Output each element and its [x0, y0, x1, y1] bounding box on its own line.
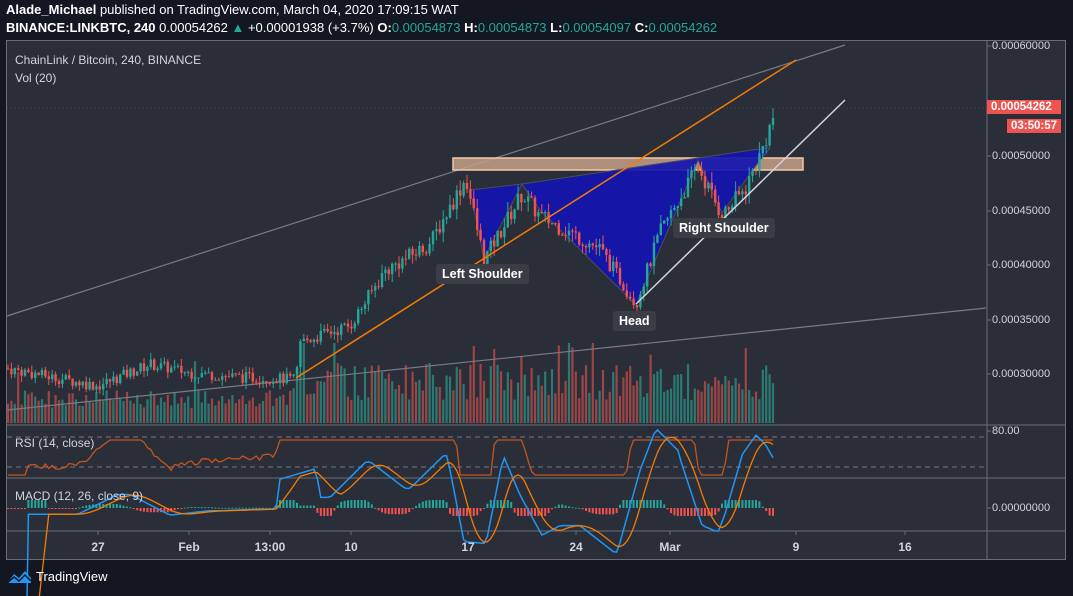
open-label: O: — [377, 20, 392, 35]
chart-container[interactable] — [6, 40, 1066, 560]
time-axis-label: 10 — [344, 540, 358, 554]
macd-indicator-label[interactable]: MACD (12, 26, close, 9) — [15, 489, 144, 503]
tradingview-logo[interactable]: TradingView — [6, 568, 108, 584]
time-axis-label: 17 — [461, 540, 475, 554]
time-axis-label: Feb — [178, 540, 200, 554]
time-axis-label: 16 — [898, 540, 912, 554]
time-axis-label: 9 — [792, 540, 800, 554]
white-support-line — [635, 99, 846, 305]
time-axis-label: 27 — [91, 540, 105, 554]
brand-name: TradingView — [36, 568, 108, 584]
price-axis-label: 0.00035000 — [992, 314, 1051, 326]
volume-bars — [6, 343, 775, 423]
price-change: +0.00001938 (+3.7%) — [247, 20, 374, 35]
rsi-axis-label: 80.00 — [992, 425, 1020, 437]
volume-indicator-label[interactable]: Vol (20) — [15, 71, 57, 85]
candlesticks — [6, 108, 775, 396]
time-axis-label: 24 — [569, 540, 583, 554]
bar-countdown-tag: 03:50:57 — [1007, 119, 1062, 133]
low-value: 0.00054097 — [562, 20, 632, 35]
head-label: Head — [613, 311, 656, 331]
time-axis-label: Mar — [659, 540, 681, 554]
close-value: 0.00054262 — [648, 20, 718, 35]
orange-trendline — [295, 59, 797, 379]
rsi-indicator-label[interactable]: RSI (14, close) — [15, 436, 95, 450]
high-label: H: — [464, 20, 478, 35]
publish-text: published on TradingView.com, March 04, … — [96, 2, 459, 17]
high-value: 0.00054873 — [477, 20, 547, 35]
channel-lower-line — [6, 307, 987, 411]
macd-histogram — [7, 500, 774, 516]
close-label: C: — [634, 20, 649, 35]
up-triangle-icon: ▲ — [231, 20, 245, 35]
chart-title: ChainLink / Bitcoin, 240, BINANCE — [15, 53, 202, 67]
macd-axis-label: 0.00000000 — [992, 502, 1051, 514]
price-axis-label: 0.00040000 — [992, 259, 1051, 271]
time-axis-label: 13:00 — [254, 540, 286, 554]
symbol-info-bar: BINANCE:LINKBTC, 240 0.00054262 ▲ +0.000… — [6, 20, 717, 35]
current-price-tag: 0.00054262 — [987, 100, 1061, 114]
price-axis-label: 0.00030000 — [992, 368, 1051, 380]
head-and-shoulders-pattern — [469, 147, 772, 306]
last-price: 0.00054262 — [159, 20, 228, 35]
tradingview-cloud-icon — [6, 571, 32, 584]
author-name: Alade_Michael — [6, 2, 97, 17]
price-axis-label: 0.00060000 — [992, 40, 1051, 52]
macd-signal-line — [38, 436, 774, 596]
right-shoulder-label: Right Shoulder — [673, 218, 775, 238]
price-axis-label: 0.00045000 — [992, 205, 1051, 217]
publish-info: Alade_Michael published on TradingView.c… — [6, 2, 459, 17]
left-shoulder-label: Left Shoulder — [436, 264, 529, 284]
rsi-line — [8, 439, 773, 476]
open-value: 0.00054873 — [391, 20, 461, 35]
channel-upper-line — [6, 44, 846, 317]
price-axis-label: 0.00050000 — [992, 150, 1051, 162]
macd-line — [26, 428, 774, 596]
symbol-name: BINANCE:LINKBTC, 240 — [6, 20, 156, 35]
low-label: L: — [550, 20, 563, 35]
